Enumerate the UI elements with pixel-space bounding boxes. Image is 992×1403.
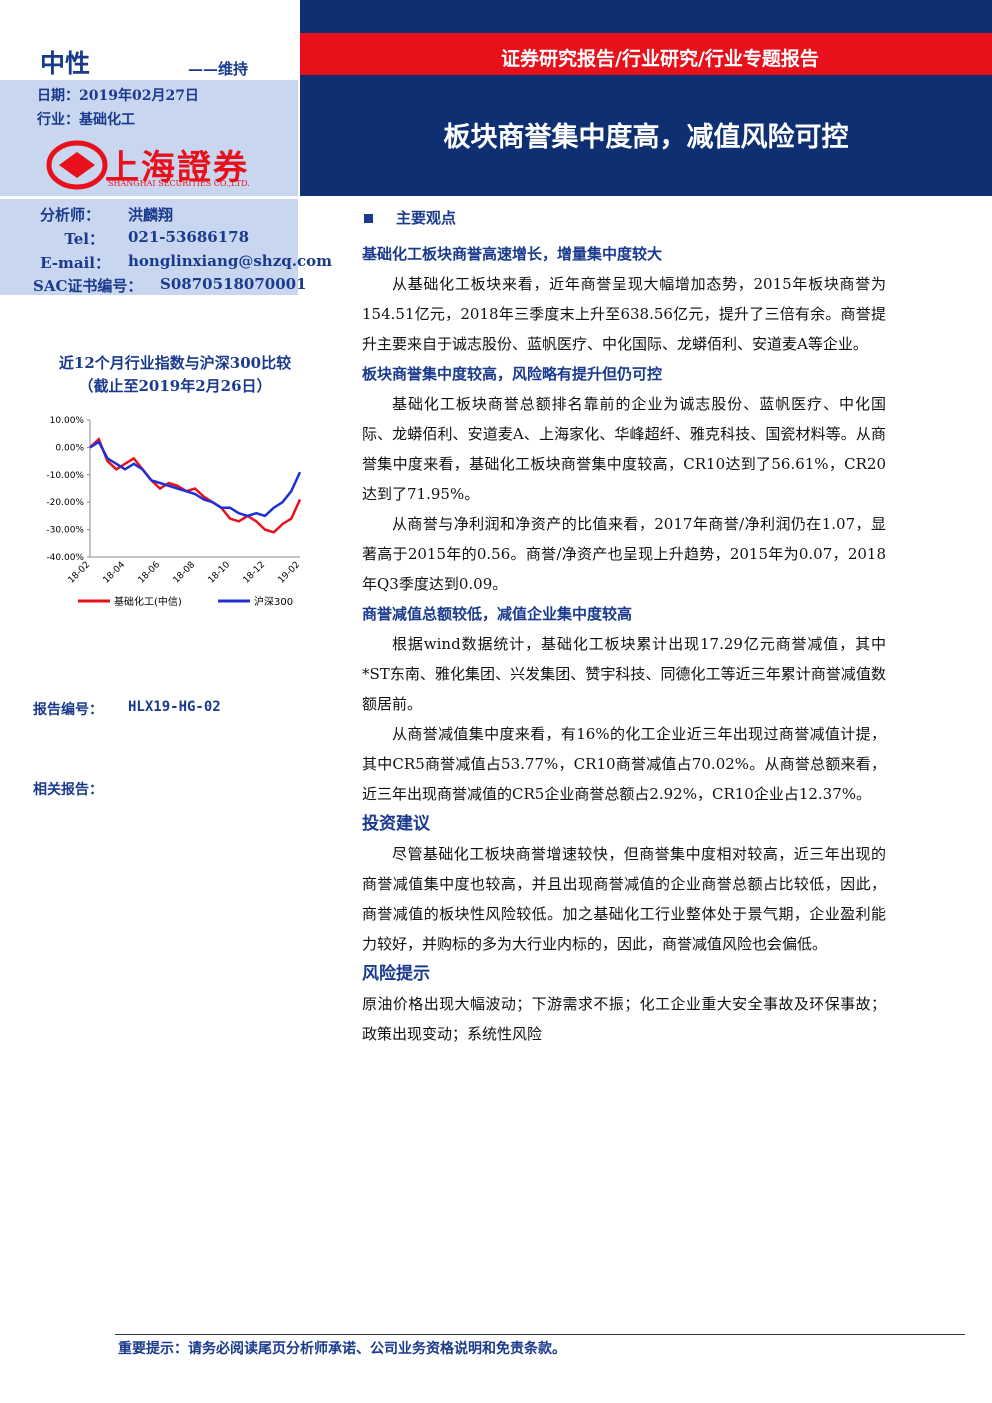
email-label: E-mail：	[40, 254, 110, 272]
subhead: 板块商誉集中度较高，风险略有提升但仍可控	[362, 365, 663, 383]
heading: 投资建议	[362, 814, 430, 834]
series-line	[89, 437, 302, 534]
report-type: 证券研究报告/行业研究/行业专题报告	[501, 48, 819, 70]
analyst-band	[0, 199, 298, 295]
industry: 行业：基础化工	[37, 112, 135, 128]
report-no-label: 报告编号：	[33, 702, 103, 718]
main-text: 主要观点基础化工板块商誉高速增长，增量集中度较大从基础化工板块来看，近年商誉呈现…	[362, 203, 886, 1049]
related: 相关报告：	[33, 782, 103, 798]
x-tick-label: 18-04	[102, 560, 128, 586]
red-band	[300, 33, 992, 75]
subhead: 商誉减值总额较低，减值企业集中度较高	[362, 605, 633, 623]
para: 尽管基础化工板块商誉增速较快，但商誉集中度相对较高，近三年出现的商誉减值集中度也…	[362, 845, 886, 953]
x-tick-label: 18-12	[242, 560, 268, 586]
chart-caption: 近12个月行业指数与沪深300比较	[58, 354, 292, 372]
analyst: 洪麟翔	[128, 206, 174, 224]
sac-label: SAC证书编号：	[33, 277, 143, 295]
heading: 风险提示	[362, 964, 430, 984]
analyst-label: 分析师：	[40, 206, 101, 224]
para: 从基础化工板块来看，近年商誉呈现大幅增加态势，2015年板块商誉为154.51亿…	[362, 275, 886, 353]
tel-label: Tel：	[64, 230, 104, 248]
legend-label: 基础化工(中信)	[114, 595, 182, 608]
para: 从商誉减值集中度来看，有16%的化工企业近三年出现过商誉减值计提，其中CR5商誉…	[362, 725, 886, 803]
chart: 10.00%0.00%-10.00%-20.00%-30.00%-40.00%1…	[46, 416, 303, 608]
y-tick-label: -40.00%	[46, 553, 84, 563]
para: 基础化工板块商誉总额排名靠前的企业为诚志股份、蓝帆医疗、中化国际、龙蟒佰利、安道…	[362, 395, 886, 503]
rating-status: ——维持	[188, 60, 249, 78]
footer: 重要提示：请务必阅读尾页分析师承诺、公司业务资格说明和免责条款。	[118, 1341, 566, 1357]
left-band	[0, 80, 298, 196]
plain: 原油价格出现大幅波动；下游需求不振；化工企业重大安全事故及环保事故；政策出现变动…	[362, 995, 886, 1043]
report-no: HLX19-HG-02	[128, 699, 221, 715]
title: 板块商誉集中度高，减值风险可控	[443, 122, 849, 153]
y-tick-label: -10.00%	[46, 471, 84, 481]
legend-label: 沪深300	[254, 595, 293, 608]
date: 日期：2019年02月27日	[37, 88, 199, 104]
y-tick-label: -20.00%	[46, 498, 84, 508]
logo-mark	[46, 140, 108, 190]
header-band	[300, 0, 992, 196]
logo-text: 上海證券	[105, 148, 249, 188]
x-tick-label: 18-06	[137, 560, 163, 586]
series-line	[89, 440, 302, 518]
y-tick-label: -30.00%	[46, 526, 84, 536]
y-tick-label: 10.00%	[50, 416, 85, 426]
email: honglinxiang@shzq.com	[128, 252, 332, 270]
x-tick-label: 18-08	[172, 560, 198, 586]
y-tick-label: 0.00%	[55, 443, 84, 453]
tel: 021-53686178	[128, 228, 250, 246]
subhead: 基础化工板块商誉高速增长，增量集中度较大	[362, 245, 663, 263]
sac: S0870518070001	[160, 275, 307, 293]
section: 主要观点	[362, 203, 886, 233]
para: 根据wind数据统计，基础化工板块累计出现17.29亿元商誉减值，其中*ST东南…	[362, 635, 886, 713]
x-tick-label: 18-10	[207, 560, 233, 586]
x-tick-label: 18-02	[67, 560, 93, 586]
logo-english: SHANGHAI SECURITIES CO.,LTD.	[108, 179, 250, 188]
para: 从商誉与净利润和净资产的比值来看，2017年商誉/净利润仍在1.07，显著高于2…	[362, 515, 886, 593]
footer-rule	[115, 1334, 965, 1335]
x-tick-label: 19-02	[277, 560, 303, 586]
chart-caption: （截止至2019年2月26日）	[78, 377, 272, 395]
rating: 中性	[40, 49, 91, 78]
